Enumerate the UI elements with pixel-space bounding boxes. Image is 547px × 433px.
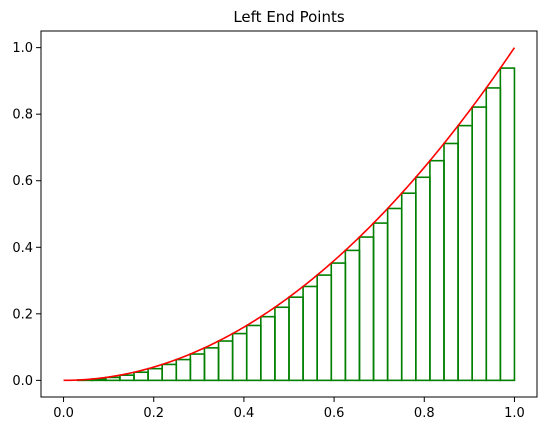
x-tick-label: 1.0: [504, 406, 525, 421]
riemann-rectangle: [331, 263, 345, 380]
riemann-rectangle: [261, 317, 275, 381]
riemann-rectangle: [289, 297, 303, 380]
chart-title: Left End Points: [233, 8, 345, 26]
x-tick-label: 0.0: [53, 406, 74, 421]
riemann-rectangle: [190, 354, 204, 380]
riemann-rectangle: [120, 375, 134, 380]
y-tick-label: 1.0: [12, 41, 33, 56]
y-tick-label: 0.4: [12, 241, 33, 256]
riemann-rectangle: [472, 107, 486, 380]
riemann-rectangle: [247, 325, 261, 380]
riemann-rectangle: [233, 334, 247, 381]
riemann-rectangle: [416, 177, 430, 380]
riemann-rectangle: [134, 372, 148, 380]
x-tick-label: 0.8: [414, 406, 435, 421]
riemann-rectangle: [500, 68, 514, 380]
riemann-rectangle: [430, 161, 444, 381]
riemann-rectangle: [444, 143, 458, 380]
x-tick-label: 0.6: [324, 406, 345, 421]
y-tick-label: 0.0: [12, 374, 33, 389]
riemann-rectangle: [458, 126, 472, 381]
rectangles-layer: [78, 68, 515, 380]
riemann-rectangle: [204, 348, 218, 381]
riemann-rectangle: [388, 208, 402, 380]
riemann-rectangle: [303, 286, 317, 380]
riemann-rectangle: [374, 223, 388, 380]
riemann-rectangle: [317, 275, 331, 380]
y-tick-label: 0.8: [12, 108, 33, 123]
riemann-rectangle: [148, 369, 162, 381]
riemann-rectangle: [176, 360, 190, 381]
riemann-rectangle: [345, 250, 359, 380]
y-tick-label: 0.2: [12, 307, 33, 322]
riemann-rectangle: [219, 341, 233, 380]
x-tick-label: 0.4: [234, 406, 255, 421]
riemann-rectangle: [402, 193, 416, 380]
riemann-rectangle: [486, 88, 500, 380]
riemann-rectangle: [359, 237, 373, 380]
y-tick-label: 0.6: [12, 174, 33, 189]
riemann-rectangle: [162, 364, 176, 380]
x-tick-label: 0.2: [143, 406, 164, 421]
riemann-rectangle: [275, 307, 289, 380]
